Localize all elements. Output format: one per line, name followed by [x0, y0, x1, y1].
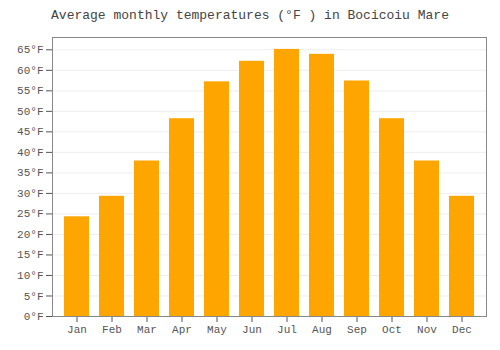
svg-text:Jul: Jul [277, 324, 297, 336]
svg-text:Mar: Mar [137, 324, 157, 336]
svg-text:65°F: 65°F [17, 44, 43, 56]
svg-text:Jan: Jan [67, 324, 87, 336]
svg-text:Feb: Feb [102, 324, 122, 336]
svg-text:Nov: Nov [417, 324, 437, 336]
svg-text:55°F: 55°F [17, 85, 43, 97]
svg-text:30°F: 30°F [17, 188, 43, 200]
svg-text:40°F: 40°F [17, 147, 43, 159]
svg-text:Oct: Oct [382, 324, 402, 336]
svg-text:May: May [207, 324, 227, 336]
svg-text:Jun: Jun [242, 324, 262, 336]
svg-text:5°F: 5°F [24, 291, 44, 303]
svg-text:Sep: Sep [347, 324, 367, 336]
svg-text:Aug: Aug [312, 324, 332, 336]
svg-text:45°F: 45°F [17, 126, 43, 138]
svg-text:20°F: 20°F [17, 229, 43, 241]
svg-text:Dec: Dec [452, 324, 472, 336]
html-text:Average monthly temperatures (: Average monthly temperatures (°F ) in Bo… [51, 8, 449, 23]
svg-text:50°F: 50°F [17, 106, 43, 118]
svg-text:25°F: 25°F [17, 208, 43, 220]
svg-text:Apr: Apr [172, 324, 192, 336]
svg-text:10°F: 10°F [17, 270, 43, 282]
svg-text:35°F: 35°F [17, 167, 43, 179]
svg-text:60°F: 60°F [17, 65, 43, 77]
svg-text:0°F: 0°F [24, 311, 44, 323]
svg-text:15°F: 15°F [17, 249, 43, 261]
